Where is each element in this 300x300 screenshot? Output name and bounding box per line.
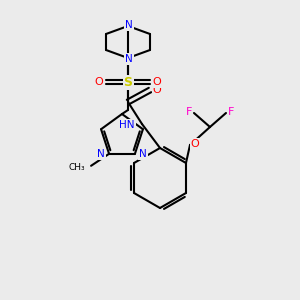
Text: S: S	[124, 76, 133, 88]
Text: O: O	[153, 85, 161, 95]
Text: N: N	[125, 20, 133, 30]
Text: CH₃: CH₃	[68, 163, 85, 172]
Text: N: N	[139, 149, 147, 159]
Text: N: N	[97, 149, 105, 159]
Text: O: O	[190, 139, 200, 149]
Text: HN: HN	[119, 120, 135, 130]
Text: F: F	[228, 107, 234, 117]
Text: N: N	[125, 54, 133, 64]
Text: F: F	[186, 107, 192, 117]
Text: O: O	[94, 77, 103, 87]
Text: O: O	[153, 77, 161, 87]
